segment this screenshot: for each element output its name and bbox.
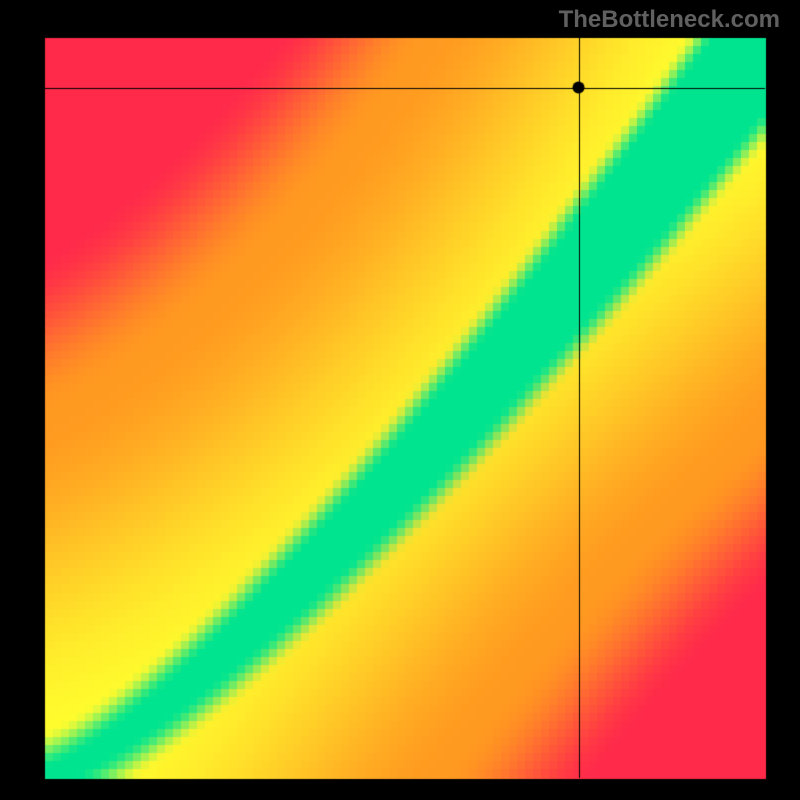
chart-container: TheBottleneck.com [0, 0, 800, 800]
heatmap-plot [0, 0, 800, 800]
